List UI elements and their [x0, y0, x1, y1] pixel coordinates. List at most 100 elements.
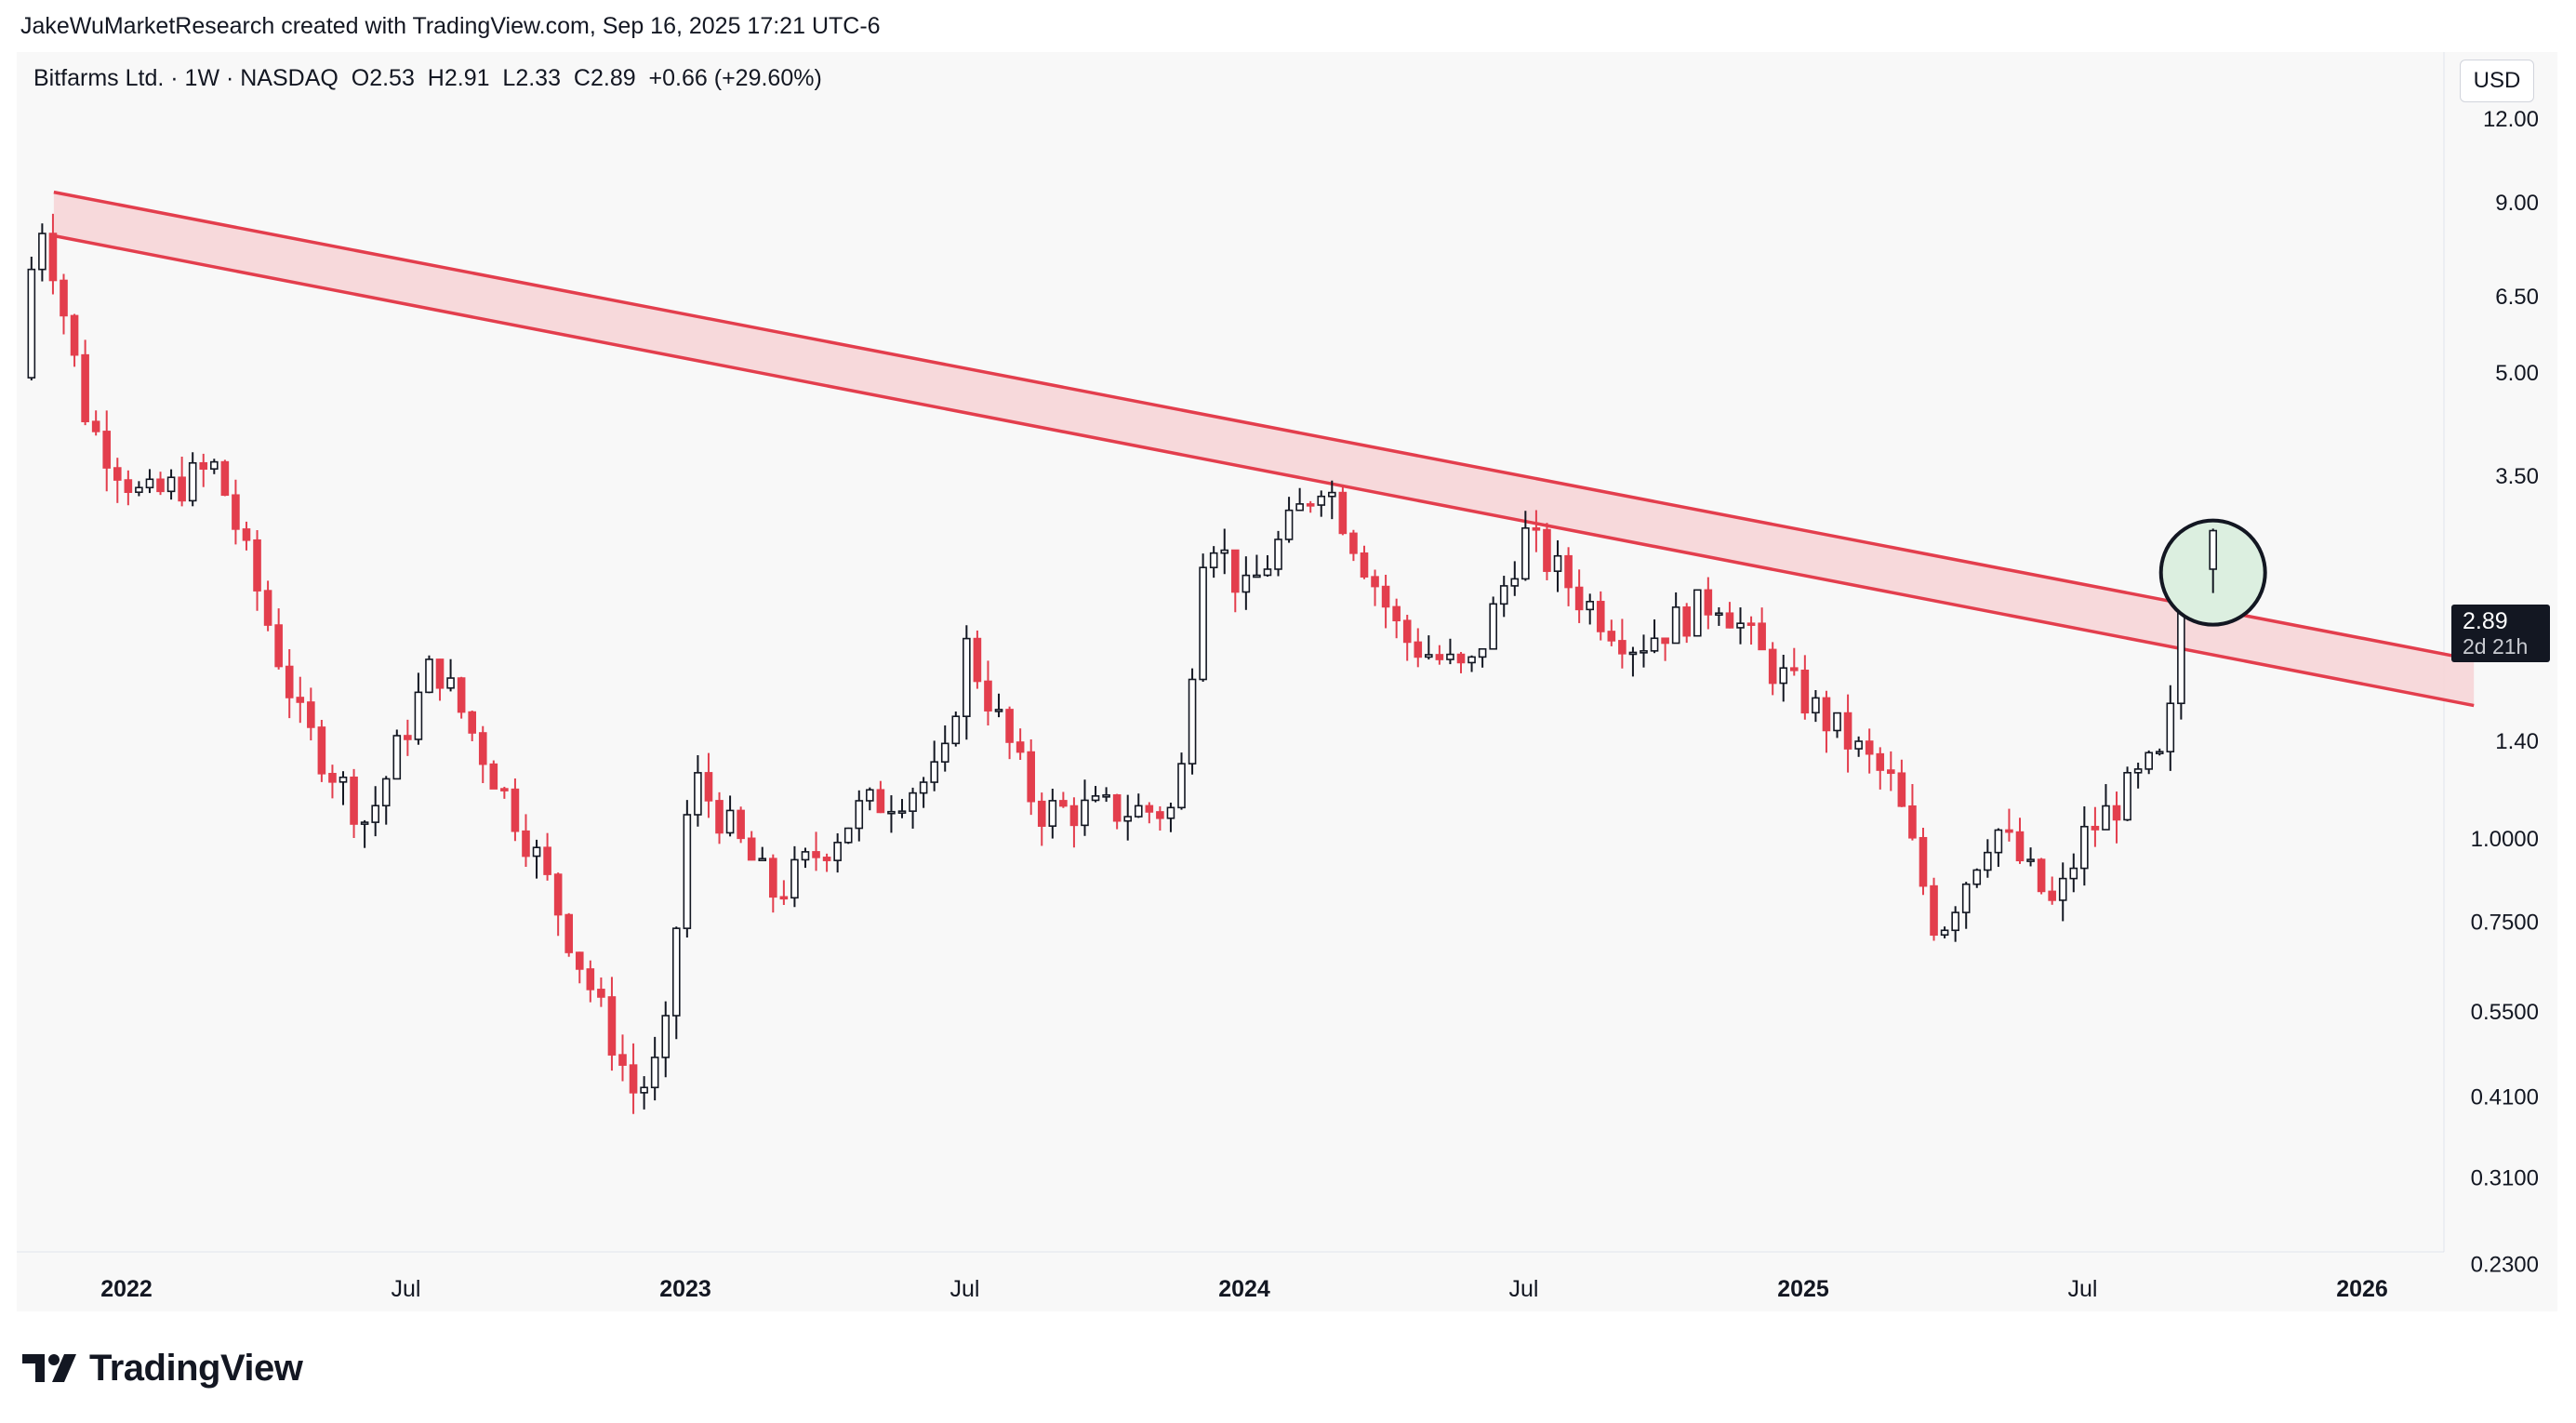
candle	[425, 658, 433, 694]
candle	[1253, 574, 1261, 579]
candle	[1134, 805, 1143, 818]
candle	[113, 467, 122, 481]
candle	[360, 821, 369, 825]
candle	[1499, 585, 1508, 605]
candle	[1274, 539, 1282, 570]
candle	[1005, 709, 1014, 743]
candle	[553, 873, 563, 916]
candle	[1145, 805, 1154, 813]
candle	[1693, 589, 1702, 637]
candle	[1027, 751, 1035, 803]
candle	[511, 788, 520, 832]
candle	[91, 420, 100, 432]
candle	[1596, 601, 1605, 632]
candle	[1177, 763, 1186, 809]
candle	[618, 1054, 627, 1066]
y-tick-label: 6.50	[2495, 285, 2539, 310]
candle	[1800, 669, 1810, 714]
candle	[414, 691, 423, 740]
last-price-value: 2.89	[2463, 608, 2508, 634]
candle	[994, 709, 1003, 712]
currency-button[interactable]: USD	[2460, 60, 2534, 102]
candle	[468, 711, 476, 734]
candle	[1746, 622, 1756, 626]
candle	[1284, 509, 1294, 540]
candle	[1564, 554, 1573, 589]
candle	[769, 858, 777, 898]
high-label: H	[427, 65, 445, 91]
candle	[242, 528, 251, 541]
candle	[1156, 811, 1164, 819]
y-tick-label: 12.00	[2483, 107, 2539, 132]
candle	[263, 590, 272, 626]
candle	[1360, 552, 1369, 578]
candle	[1661, 637, 1669, 645]
candle	[1392, 605, 1401, 622]
candle	[328, 773, 337, 783]
candle	[253, 539, 261, 592]
candle	[446, 677, 455, 689]
low-label: L	[502, 65, 516, 91]
candle	[2102, 805, 2110, 831]
candle	[1736, 622, 1745, 629]
candle	[1789, 667, 1799, 672]
y-tick-label: 1.40	[2495, 729, 2539, 754]
candle	[307, 701, 315, 728]
candle	[2026, 858, 2035, 862]
tradingview-wordmark[interactable]: TradingView	[89, 1348, 303, 1389]
candle	[1016, 741, 1025, 753]
tradingview-logo-icon[interactable]	[20, 1347, 80, 1390]
candle	[296, 697, 305, 703]
candle	[843, 827, 853, 844]
candle	[1854, 740, 1863, 750]
candle	[1338, 491, 1348, 535]
y-tick-label: 0.2300	[2471, 1253, 2539, 1278]
resistance-upper-line	[53, 190, 2475, 662]
candle	[607, 996, 617, 1056]
candle	[1843, 712, 1852, 750]
candle	[1489, 603, 1497, 650]
candle	[350, 776, 358, 825]
candle	[1048, 800, 1057, 827]
low-value: 2.33	[515, 65, 561, 91]
candle	[339, 776, 348, 783]
candle	[478, 732, 487, 765]
candle	[801, 851, 810, 861]
candle	[1586, 601, 1594, 611]
y-tick-label: 0.7500	[2471, 911, 2539, 936]
candle	[1919, 836, 1928, 887]
candle	[102, 431, 112, 469]
candle	[1467, 656, 1476, 664]
candle	[1876, 752, 1885, 771]
candle	[1521, 526, 1530, 580]
candle	[178, 476, 186, 502]
candle	[1402, 619, 1412, 644]
candle	[2155, 751, 2164, 754]
last-price-label: 2.89 2d 21h	[2451, 605, 2550, 662]
chart-panel[interactable]: 30.0022.0016.0012.009.006.505.003.501.90…	[17, 52, 2557, 1311]
candle	[145, 478, 154, 489]
candle	[543, 846, 551, 875]
candle	[1607, 631, 1616, 642]
close-value: 2.89	[590, 65, 636, 91]
header-bar: JakeWuMarketResearch created with Tradin…	[0, 0, 2576, 52]
price-chart[interactable]: 30.0022.0016.0012.009.006.505.003.501.90…	[17, 52, 2557, 1311]
candle	[522, 830, 530, 858]
candle	[2123, 772, 2131, 821]
candle	[1715, 612, 1723, 617]
candle	[1220, 549, 1229, 554]
high-value: 2.91	[444, 65, 490, 91]
candle	[2048, 890, 2056, 901]
candle	[1037, 800, 1046, 827]
candle	[1102, 794, 1110, 798]
candle	[220, 460, 230, 497]
y-tick-label: 0.4100	[2471, 1085, 2539, 1110]
candle	[1112, 794, 1122, 822]
candle	[897, 810, 907, 814]
candle	[1435, 654, 1444, 660]
x-tick-label: 2024	[1218, 1276, 1270, 1302]
candle	[1865, 740, 1874, 755]
candle	[1069, 805, 1079, 827]
candle	[1994, 829, 2003, 854]
candle	[575, 951, 584, 970]
